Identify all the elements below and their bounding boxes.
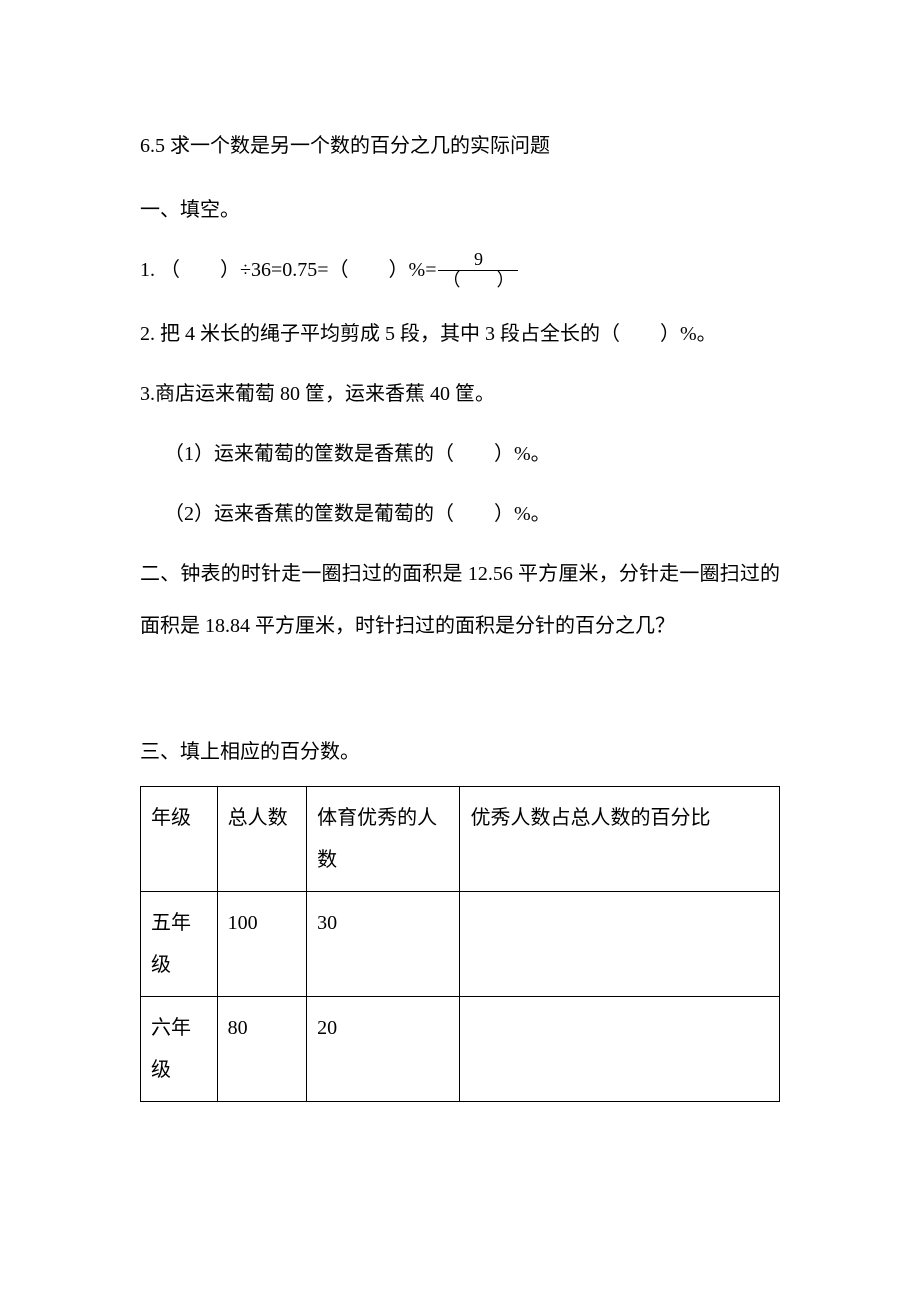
question-2: 2. 把 4 米长的绳子平均剪成 5 段，其中 3 段占全长的（ ）%。 bbox=[140, 308, 780, 360]
th-total: 总人数 bbox=[217, 787, 306, 892]
question-3-sub2: （2）运来香蕉的筐数是葡萄的（ ）%。 bbox=[140, 488, 780, 540]
table-header-row: 年级 总人数 体育优秀的人数 优秀人数占总人数的百分比 bbox=[141, 787, 780, 892]
cell-total: 100 bbox=[217, 892, 306, 997]
th-pe-excellent: 体育优秀的人数 bbox=[307, 787, 460, 892]
cell-grade: 五年级 bbox=[141, 892, 218, 997]
answer-space bbox=[140, 660, 780, 720]
worksheet-body: 6.5 求一个数是另一个数的百分之几的实际问题 一、填空。 1. （ ）÷36=… bbox=[140, 120, 780, 1102]
percentage-table: 年级 总人数 体育优秀的人数 优秀人数占总人数的百分比 五年级 100 30 六… bbox=[140, 786, 780, 1102]
cell-excellent: 30 bbox=[307, 892, 460, 997]
section2-text: 二、钟表的时针走一圈扫过的面积是 12.56 平方厘米，分针走一圈扫过的面积是 … bbox=[140, 548, 780, 652]
fraction-denominator: （ ） bbox=[438, 270, 518, 291]
page-title: 6.5 求一个数是另一个数的百分之几的实际问题 bbox=[140, 120, 780, 172]
th-percentage: 优秀人数占总人数的百分比 bbox=[460, 787, 780, 892]
cell-percentage bbox=[460, 892, 780, 997]
section1-heading: 一、填空。 bbox=[140, 184, 780, 236]
question-3-stem: 3.商店运来葡萄 80 筐，运来香蕉 40 筐。 bbox=[140, 368, 780, 420]
cell-grade: 六年级 bbox=[141, 997, 218, 1102]
section3-heading: 三、填上相应的百分数。 bbox=[140, 726, 780, 778]
cell-excellent: 20 bbox=[307, 997, 460, 1102]
cell-percentage bbox=[460, 997, 780, 1102]
question-3-sub1: （1）运来葡萄的筐数是香蕉的（ ）%。 bbox=[140, 428, 780, 480]
table-row: 六年级 80 20 bbox=[141, 997, 780, 1102]
q1-text: 1. （ ）÷36=0.75=（ ）%= bbox=[140, 244, 436, 296]
table-row: 五年级 100 30 bbox=[141, 892, 780, 997]
cell-total: 80 bbox=[217, 997, 306, 1102]
fraction-numerator: 9 bbox=[464, 250, 493, 270]
th-grade: 年级 bbox=[141, 787, 218, 892]
question-1: 1. （ ）÷36=0.75=（ ）%= 9 （ ） bbox=[140, 244, 780, 296]
q1-fraction: 9 （ ） bbox=[438, 250, 518, 291]
